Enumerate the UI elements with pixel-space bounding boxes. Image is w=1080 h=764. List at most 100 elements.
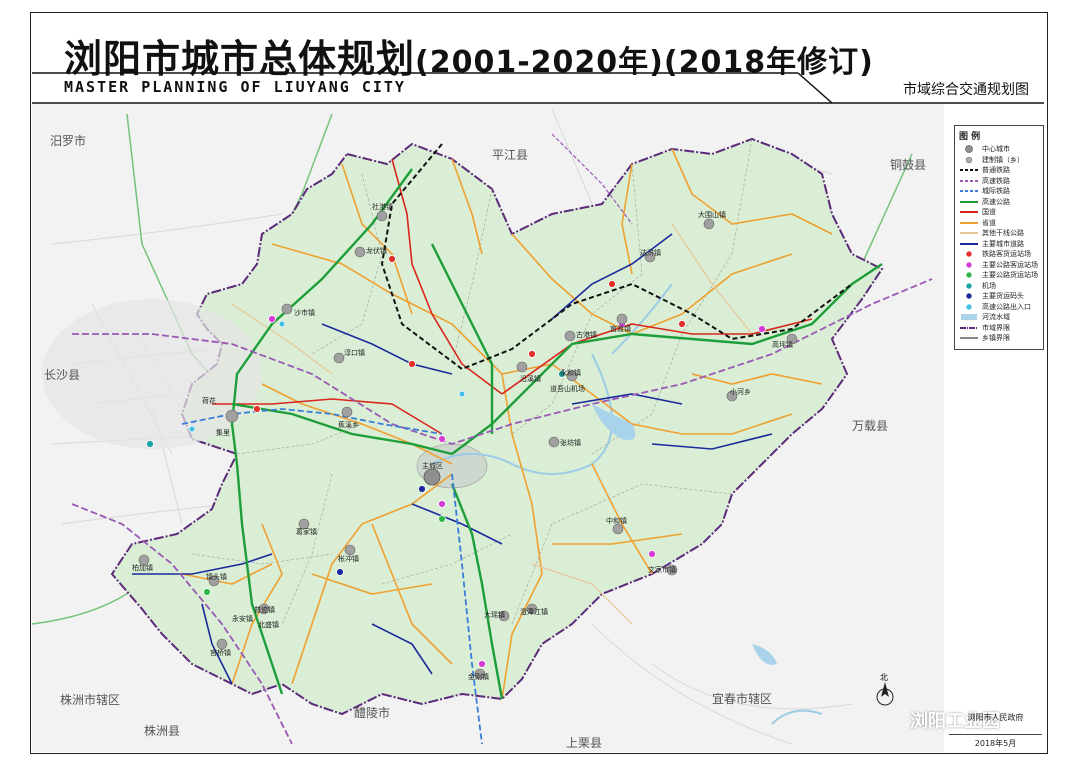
neighbor-label: 平江县 <box>492 148 529 162</box>
town-label: 官渡镇 <box>610 325 631 333</box>
town-label: 柏加镇 <box>132 564 153 572</box>
town-label: 龙伏镇 <box>366 247 387 255</box>
town-label: 高坪镇 <box>772 341 793 349</box>
town-label: 文家市镇 <box>648 566 676 574</box>
town-label: 主城区 <box>422 462 443 470</box>
legend-label: 机场 <box>982 281 996 290</box>
neighbor-label: 铜鼓县 <box>890 158 927 172</box>
legend-label: 高速铁路 <box>982 176 1010 185</box>
legend-symbol-icon <box>959 324 979 332</box>
legend-symbol-icon <box>959 219 979 227</box>
town-label: 中和镇 <box>606 517 627 525</box>
neighbor-label: 上栗县 <box>566 736 603 750</box>
legend-symbol-icon <box>959 187 979 195</box>
town-label: 蕉溪乡 <box>338 421 359 429</box>
legend-label: 河流水域 <box>982 313 1010 322</box>
legend-label: 高速公路出入口 <box>982 302 1031 311</box>
town-label: 官桥镇 <box>210 649 231 657</box>
town-label: 澄潭江镇 <box>520 608 548 616</box>
neighbor-label: 宜春市辖区 <box>712 692 773 706</box>
legend-title: 图 例 <box>959 132 981 142</box>
town-label: 张坊镇 <box>560 439 581 447</box>
legend-label: 主要公路货运站场 <box>982 271 1038 280</box>
title-underline <box>32 72 1044 104</box>
neighbor-label: 长沙县 <box>44 368 81 382</box>
legend-item: 普通铁路 <box>955 165 1043 176</box>
town-label: 葛家镇 <box>296 528 317 536</box>
watermark: 浏阳工业园 <box>910 711 1000 732</box>
legend-item: 乡镇界限 <box>955 333 1043 344</box>
legend-item: 高速公路 <box>955 197 1043 208</box>
town-label: 枨冲镇 <box>338 555 359 563</box>
legend-item: 主要货运码头 <box>955 291 1043 302</box>
town-label: 大瑶镇 <box>484 611 505 619</box>
town-label: 永和镇 <box>560 369 581 377</box>
town-label: 淳口镇 <box>344 349 365 357</box>
neighbor-label: 汨罗市 <box>50 134 87 148</box>
legend-symbol-icon <box>959 240 979 248</box>
legend-label: 建制镇（乡） <box>982 155 1024 164</box>
legend: 图 例 中心城市 建制镇（乡） 普通铁路 高速铁路 城际铁路 高速公路 国道 省道 其他干线公路… <box>954 125 1044 350</box>
town-label: 达浒镇 <box>640 249 661 257</box>
legend-label: 省道 <box>982 218 996 227</box>
neighbor-label: 万载县 <box>852 419 889 433</box>
provincial-roads <box>181 148 833 700</box>
legend-item: 建制镇（乡） <box>955 155 1043 166</box>
date-text: 2018年5月 <box>974 738 1017 748</box>
legend-item: 河流水域 <box>955 312 1043 323</box>
legend-label: 市域界限 <box>982 323 1010 332</box>
expressways <box>230 168 883 700</box>
map-canvas: 汨罗市 平江县 铜鼓县 长沙县 万载县 株洲市辖区 株洲县 醴陵市 上栗县 宜春… <box>32 104 944 752</box>
legend-item: 市域界限 <box>955 323 1043 334</box>
north-arrow-icon <box>876 682 894 706</box>
legend-item: 城际铁路 <box>955 186 1043 197</box>
legend-symbol-icon <box>959 261 979 269</box>
changsha-urban <box>42 299 262 449</box>
town-label: 小河乡 <box>730 388 751 396</box>
town-label: 沙市镇 <box>294 309 315 317</box>
legend-label: 高速公路 <box>982 197 1010 206</box>
legend-symbol-icon <box>959 198 979 206</box>
title-english: MASTER PLANNING OF LIUYANG CITY <box>64 78 406 96</box>
neighbor-label: 株洲市辖区 <box>60 693 121 707</box>
legend-symbol-icon <box>959 229 979 237</box>
legend-item: 机场 <box>955 281 1043 292</box>
town-label: 沿溪镇 <box>520 375 541 383</box>
neighbor-label: 醴陵市 <box>354 706 391 720</box>
town-label: 镇头镇 <box>206 573 227 581</box>
legend-symbol-icon <box>959 177 979 185</box>
legend-label: 主要货运码头 <box>982 292 1024 301</box>
map-drawing <box>32 108 933 745</box>
legend-item: 铁路客货运站场 <box>955 249 1043 260</box>
legend-item: 国道 <box>955 207 1043 218</box>
seal-text: 浏阳市人民政府 <box>967 712 1024 722</box>
legend-label: 主要公路客运站场 <box>982 260 1038 269</box>
town-label: 北盛镇 <box>258 621 279 629</box>
town-label: 大围山镇 <box>698 211 726 219</box>
date-box: 2018年5月 <box>949 734 1042 751</box>
compass-label: 北 <box>880 673 888 682</box>
railways <box>71 133 933 745</box>
other-roads <box>231 223 753 625</box>
legend-label: 乡镇界限 <box>982 334 1010 343</box>
city-roads <box>132 233 773 685</box>
town-label: 永安镇 <box>232 615 253 623</box>
town-label: 普迹镇 <box>254 606 275 614</box>
neighbor-label: 株洲县 <box>144 724 181 738</box>
town-label: 道吾山机场 <box>550 385 585 393</box>
legend-label: 中心城市 <box>982 145 1010 154</box>
legend-label: 国道 <box>982 208 996 217</box>
legend-symbol-icon <box>959 208 979 216</box>
town-label: 古港镇 <box>576 331 597 339</box>
legend-item: 中心城市 <box>955 144 1043 155</box>
legend-symbol-icon <box>959 292 979 300</box>
seal-box: 浏阳市人民政府 <box>949 704 1042 730</box>
town-label: 社港镇 <box>372 203 393 211</box>
town-label: 金刚镇 <box>468 673 489 681</box>
title-years: (2001-2020年)(2018年修订) <box>415 45 874 80</box>
legend-symbol-icon <box>959 282 979 290</box>
stations <box>146 255 766 668</box>
legend-symbol-icon <box>959 334 979 342</box>
legend-item: 省道 <box>955 218 1043 229</box>
legend-symbol-icon <box>959 250 979 258</box>
